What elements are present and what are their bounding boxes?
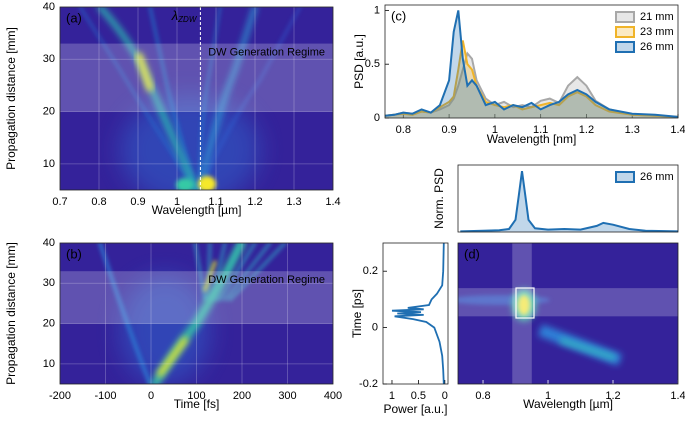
y-tick-label: 20: [43, 317, 55, 329]
legend-swatch: [615, 41, 635, 53]
y-axis-label: PSD [a.u.]: [352, 34, 366, 89]
axes-frame: [59, 242, 334, 385]
x-tick-label: 1.1: [208, 196, 223, 208]
heatmap-b: [60, 243, 333, 384]
x-tick-label: 1.4: [325, 196, 340, 208]
legend-swatch: [615, 11, 635, 23]
x-tick-label: 0.8: [396, 124, 411, 136]
x-tick-label: 1.4: [670, 124, 685, 136]
regime-band: [60, 43, 333, 112]
series-area: [385, 10, 678, 118]
y-tick-label: 1: [374, 4, 380, 16]
x-tick-label: 0.5: [411, 390, 426, 402]
x-tick-label: 1.1: [533, 124, 548, 136]
series-line: [460, 170, 679, 233]
wavelength-band: [512, 243, 532, 384]
x-axis-label: Wavelength [nm]: [487, 132, 577, 146]
x-tick-label: 0: [442, 390, 448, 402]
y-tick-label: 0: [374, 112, 380, 124]
y-tick-label: -0.2: [359, 378, 378, 390]
y-axis-label: Norm. PSD: [432, 168, 446, 229]
x-tick-label: 400: [324, 390, 342, 402]
x-tick-label: 1.4: [670, 390, 685, 402]
y-axis-label: Time [ps]: [350, 289, 364, 338]
x-tick-label: 1: [389, 390, 395, 402]
x-tick-label: 0.8: [475, 390, 490, 402]
x-tick-label: 1.2: [579, 124, 594, 136]
time-band: [458, 288, 678, 317]
x-tick-label: 1.3: [625, 124, 640, 136]
x-tick-label: 0.8: [91, 196, 106, 208]
zdw-symbol: λ: [171, 8, 178, 23]
panel-label: (a): [66, 10, 82, 25]
x-axis-label: Wavelength [µm]: [152, 203, 242, 217]
legend-label: 26 mm: [640, 171, 674, 183]
zdw-label: λZDW: [171, 8, 198, 24]
legend-label: 23 mm: [640, 26, 674, 38]
y-axis-label: Propagation distance [mm]: [4, 242, 18, 385]
axes-frame: [59, 6, 334, 191]
y-tick-label: 10: [43, 358, 55, 370]
x-tick-label: -200: [49, 390, 71, 402]
x-tick-label: 200: [233, 390, 251, 402]
x-tick-label: 1.2: [247, 196, 262, 208]
y-tick-label: 0.2: [363, 265, 378, 277]
x-axis-label: Wavelength [µm]: [523, 397, 613, 411]
y-tick-label: 30: [43, 277, 55, 289]
axes-frame: [382, 242, 449, 385]
x-tick-label: 1: [492, 124, 498, 136]
axes-frame: [457, 242, 679, 385]
y-tick-label: 0.5: [365, 58, 380, 70]
panel-label: (d): [464, 246, 480, 261]
regime-label: DW Generation Regime: [208, 47, 325, 59]
axes-frame: [384, 4, 679, 119]
zdw-subscript: ZDW: [177, 15, 198, 24]
y-tick-label: 40: [43, 237, 55, 249]
x-tick-label: 1.2: [605, 390, 620, 402]
y-tick-label: 0: [372, 322, 378, 334]
x-tick-label: 1: [545, 390, 551, 402]
series-area: [385, 40, 678, 118]
x-tick-label: 1.3: [286, 196, 301, 208]
x-tick-label: 0.9: [441, 124, 456, 136]
legend-label: 21 mm: [640, 11, 674, 23]
axes-frame: [457, 164, 679, 233]
power-profile: [391, 242, 445, 385]
legend-swatch: [615, 26, 635, 38]
x-tick-label: 0.9: [130, 196, 145, 208]
x-tick-label: 100: [187, 390, 205, 402]
series-line: [384, 10, 679, 118]
panel-label: (c): [391, 8, 406, 23]
panel-label: (b): [66, 246, 82, 261]
legend-swatch: [615, 171, 635, 183]
y-tick-label: 40: [43, 1, 55, 13]
heatmap-a: [60, 7, 333, 190]
regime-band: [60, 271, 333, 324]
x-axis-label: Time [fs]: [174, 397, 220, 411]
x-tick-label: 0.7: [52, 196, 67, 208]
x-tick-label: -100: [94, 390, 116, 402]
heatmap-d: [458, 243, 678, 384]
x-tick-label: 300: [278, 390, 296, 402]
x-axis-label: Power [a.u.]: [383, 402, 447, 416]
series-area: [385, 53, 678, 118]
x-tick-label: 0: [148, 390, 154, 402]
y-tick-label: 10: [43, 158, 55, 170]
y-tick-label: 30: [43, 53, 55, 65]
regime-label: DW Generation Regime: [208, 274, 325, 286]
y-tick-label: 20: [43, 105, 55, 117]
x-tick-label: 1: [174, 196, 180, 208]
y-axis-label: Propagation distance [mm]: [4, 27, 18, 170]
legend-label: 26 mm: [640, 41, 674, 53]
